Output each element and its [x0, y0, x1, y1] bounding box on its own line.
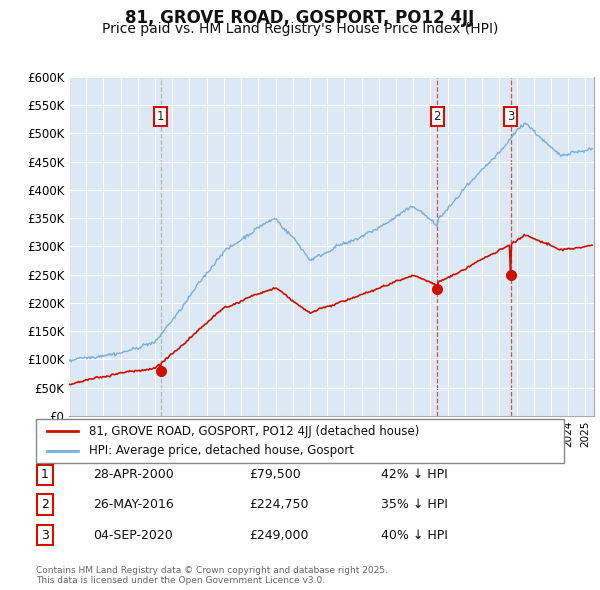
Text: 81, GROVE ROAD, GOSPORT, PO12 4JJ: 81, GROVE ROAD, GOSPORT, PO12 4JJ	[125, 9, 475, 28]
Text: 42% ↓ HPI: 42% ↓ HPI	[381, 468, 448, 481]
Text: 35% ↓ HPI: 35% ↓ HPI	[381, 498, 448, 511]
Text: Price paid vs. HM Land Registry's House Price Index (HPI): Price paid vs. HM Land Registry's House …	[102, 22, 498, 36]
Text: 1: 1	[157, 110, 164, 123]
Text: 1: 1	[41, 468, 49, 481]
Text: 2: 2	[41, 498, 49, 511]
Text: 40% ↓ HPI: 40% ↓ HPI	[381, 529, 448, 542]
Text: £249,000: £249,000	[249, 529, 308, 542]
Text: 2: 2	[434, 110, 441, 123]
Text: Contains HM Land Registry data © Crown copyright and database right 2025.
This d: Contains HM Land Registry data © Crown c…	[36, 566, 388, 585]
Text: 04-SEP-2020: 04-SEP-2020	[93, 529, 173, 542]
Text: £224,750: £224,750	[249, 498, 308, 511]
Text: 3: 3	[507, 110, 515, 123]
Text: 26-MAY-2016: 26-MAY-2016	[93, 498, 174, 511]
Text: HPI: Average price, detached house, Gosport: HPI: Average price, detached house, Gosp…	[89, 444, 354, 457]
Text: 28-APR-2000: 28-APR-2000	[93, 468, 174, 481]
Text: 3: 3	[41, 529, 49, 542]
Text: 81, GROVE ROAD, GOSPORT, PO12 4JJ (detached house): 81, GROVE ROAD, GOSPORT, PO12 4JJ (detac…	[89, 425, 419, 438]
Text: £79,500: £79,500	[249, 468, 301, 481]
